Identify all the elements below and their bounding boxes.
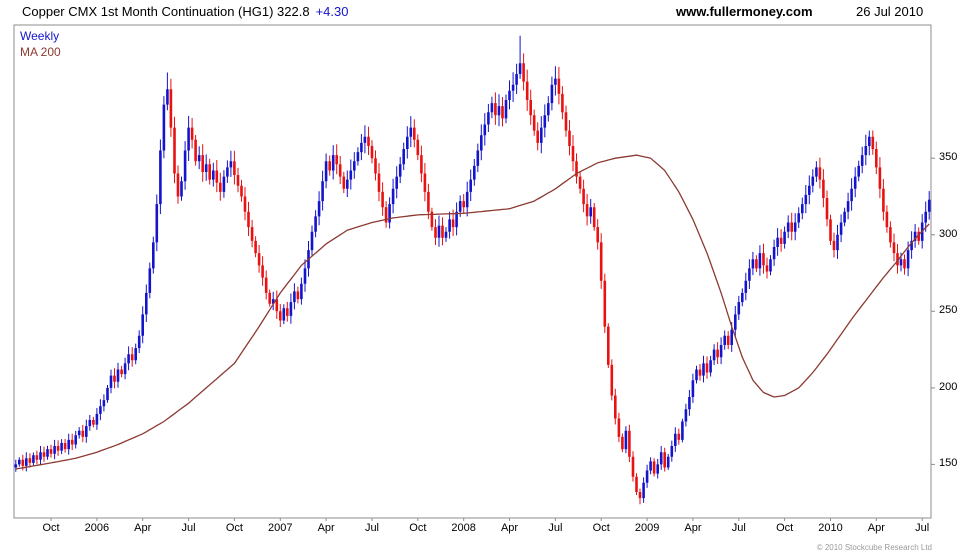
plot-border xyxy=(13,24,932,519)
legend: Weekly MA 200 xyxy=(20,28,61,60)
x-axis-label: Apr xyxy=(684,522,702,534)
legend-ma200: MA 200 xyxy=(20,45,61,59)
ma200-line xyxy=(15,154,930,470)
x-axis-label: Oct xyxy=(776,522,794,534)
y-axis-label: 200 xyxy=(939,380,958,393)
chart-title: Copper CMX 1st Month Continuation (HG1) … xyxy=(22,4,349,19)
chart-date: 26 Jul 2010 xyxy=(856,4,924,19)
x-axis-label: 2007 xyxy=(268,522,293,534)
x-axis-label: 2010 xyxy=(818,522,843,534)
y-axis-label: 150 xyxy=(939,457,958,470)
x-axis-label: Jul xyxy=(548,522,563,534)
down-candle-wicks xyxy=(22,53,920,505)
up-candle-wicks xyxy=(15,35,930,503)
x-axis-label: Apr xyxy=(317,522,335,534)
x-axis-label: Apr xyxy=(500,522,519,534)
x-axis-label: Jul xyxy=(915,522,930,534)
x-axis-label: Oct xyxy=(409,522,427,534)
price-change: +4.30 xyxy=(315,4,349,19)
x-axis-label: Oct xyxy=(225,522,243,534)
x-axis-label: 2009 xyxy=(634,522,660,534)
x-axis-label: Apr xyxy=(134,522,152,534)
x-axis-label: Jul xyxy=(181,522,196,534)
down-candle-bodies xyxy=(21,63,920,499)
legend-weekly: Weekly xyxy=(20,29,60,43)
up-candle-bodies xyxy=(14,63,931,499)
x-axis-label: Oct xyxy=(42,522,60,534)
y-axis-label: 300 xyxy=(939,227,958,240)
chart-title-text: Copper CMX 1st Month Continuation (HG1) … xyxy=(22,4,310,19)
x-axis-label: 2006 xyxy=(84,522,110,534)
x-axis-label: 2008 xyxy=(451,522,476,534)
x-axis-label: Jul xyxy=(364,522,379,534)
y-axis-label: 250 xyxy=(939,304,958,317)
x-axis-label: Apr xyxy=(867,522,885,534)
x-axis-label: Oct xyxy=(592,522,610,534)
copyright-text: © 2010 Stockcube Research Ltd xyxy=(816,543,932,552)
site-text: www.fullermoney.com xyxy=(676,4,813,19)
y-axis-label: 350 xyxy=(939,151,958,164)
x-axis-label: Jul xyxy=(731,522,746,534)
